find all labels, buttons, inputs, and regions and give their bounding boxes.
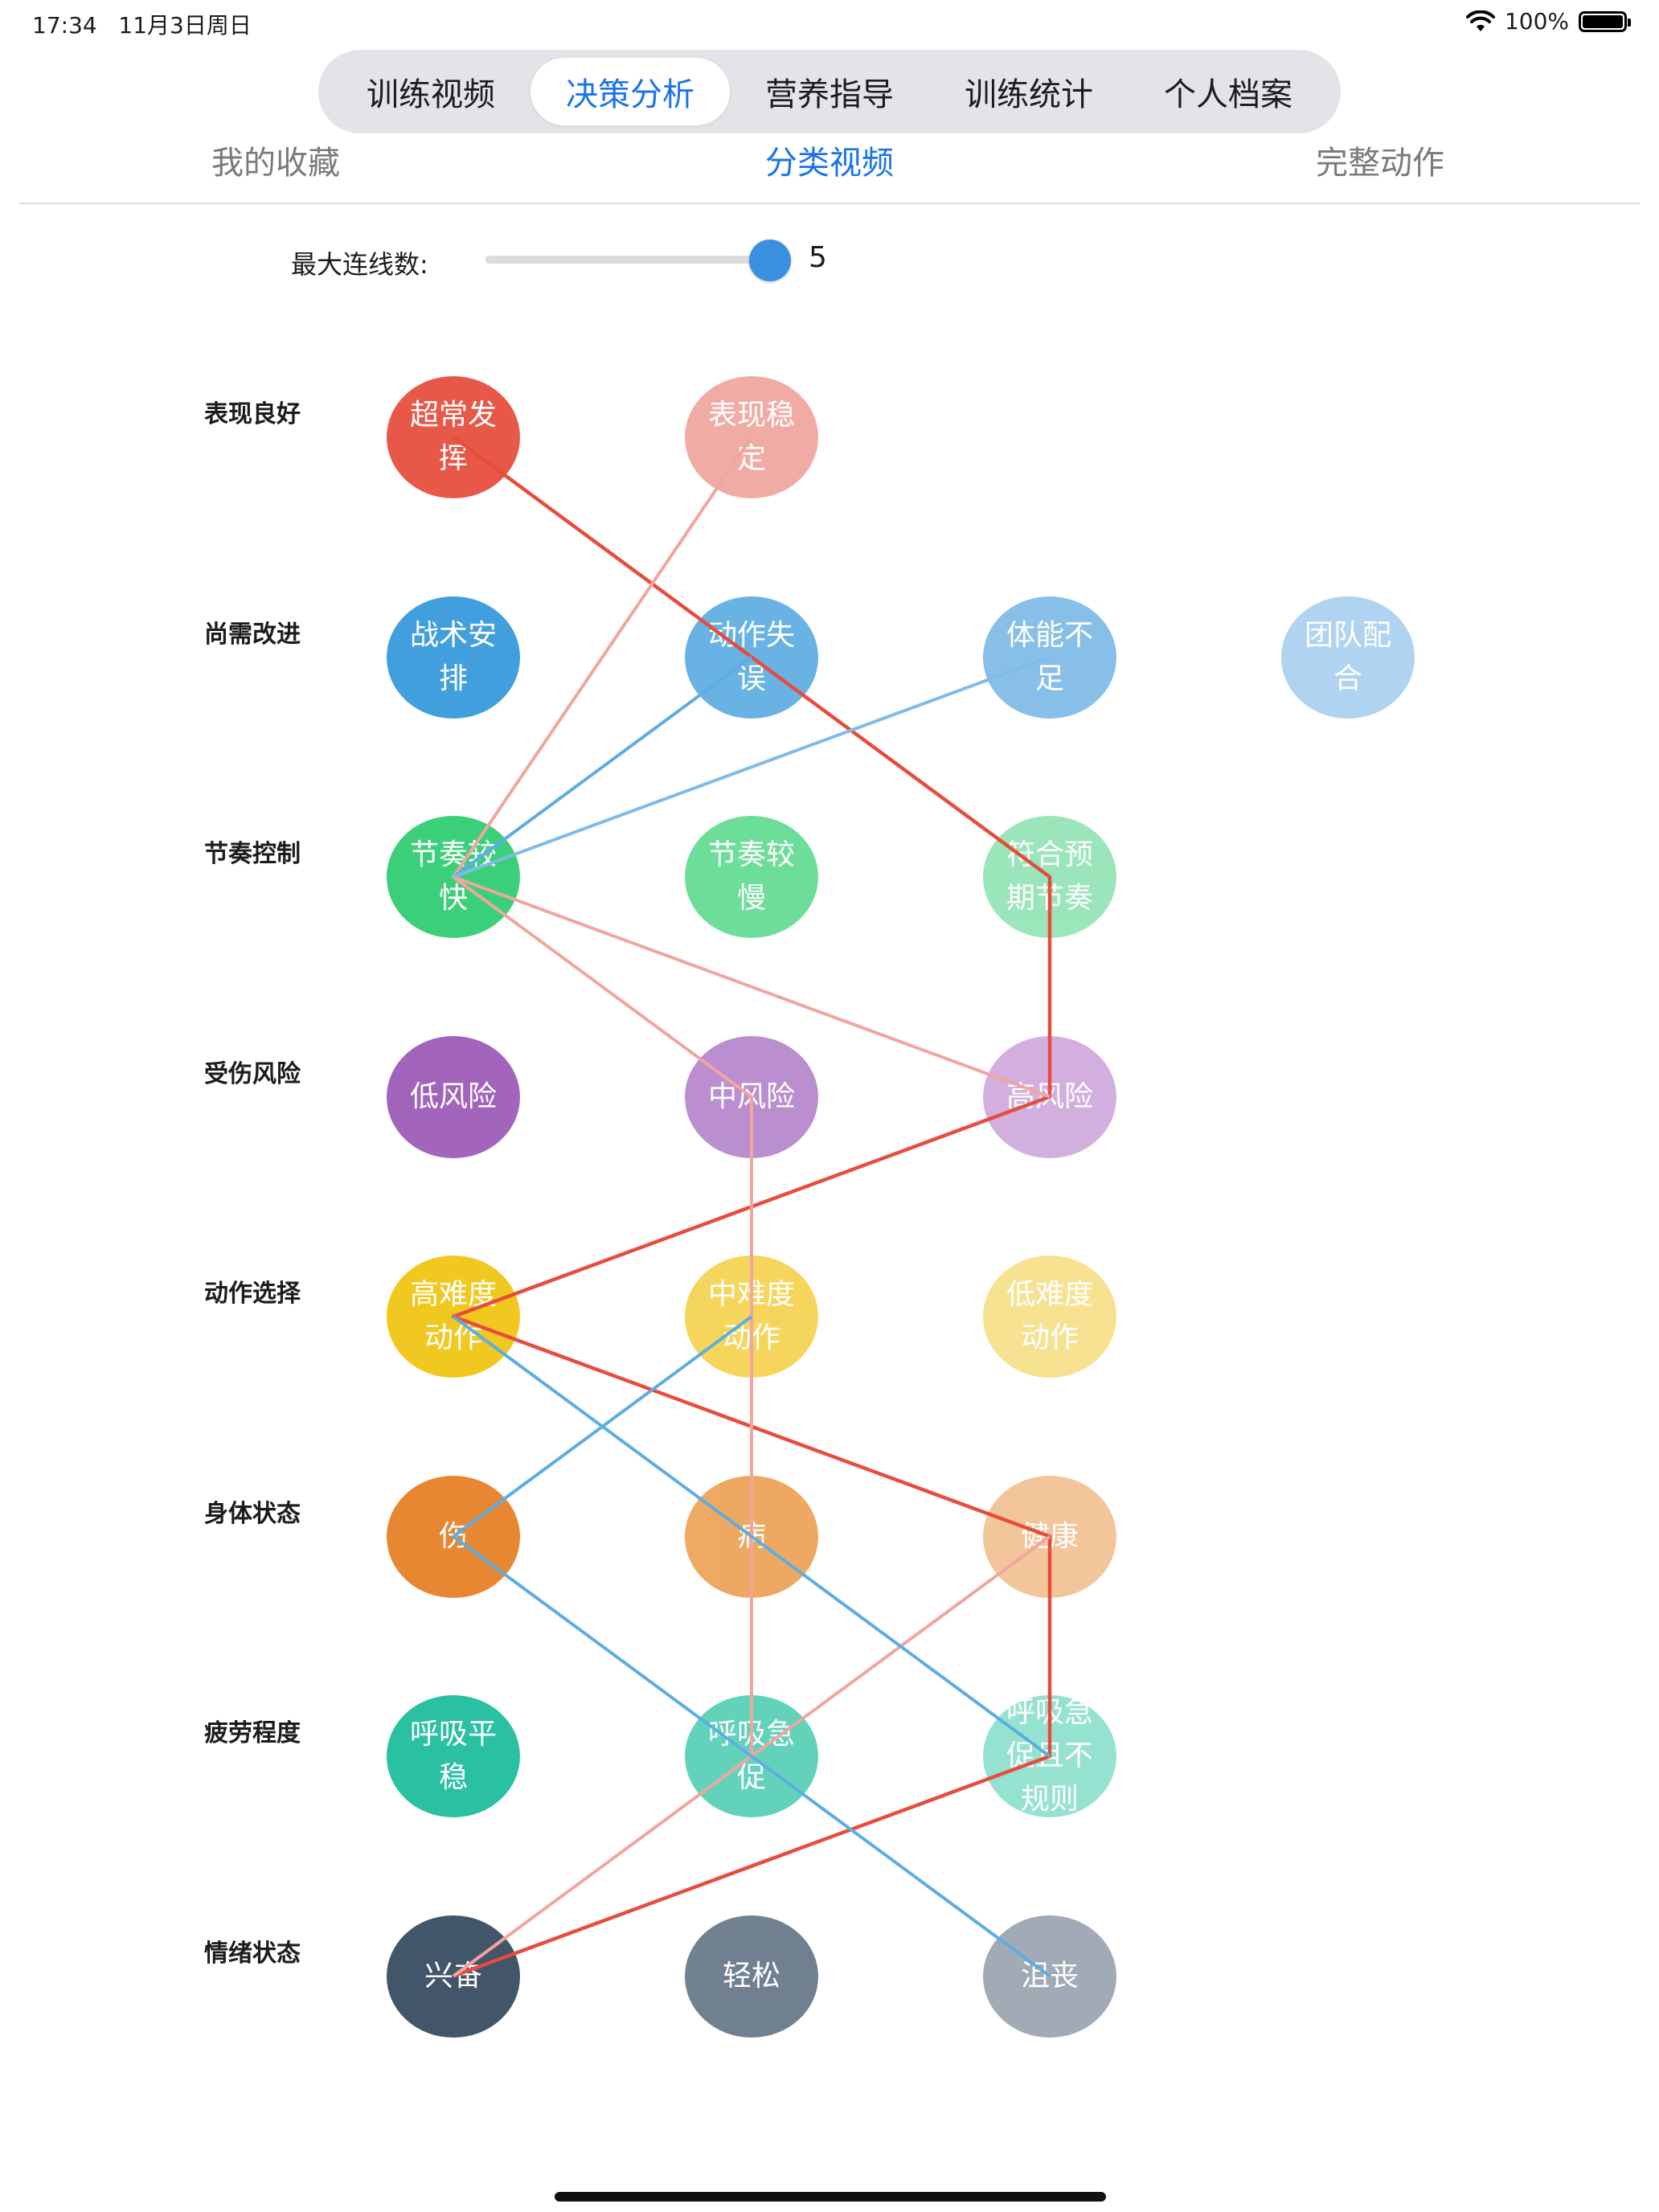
- decision-node[interactable]: 团队配合: [1281, 596, 1415, 719]
- decision-node[interactable]: 战术安排: [387, 596, 520, 719]
- decision-node[interactable]: 呼吸急促: [685, 1695, 818, 1817]
- decision-node[interactable]: 伤: [387, 1475, 520, 1598]
- row-label: 受伤风险: [204, 1059, 301, 1088]
- decision-node[interactable]: 符合预期节奏: [983, 816, 1116, 938]
- row-label: 尚需改进: [204, 620, 301, 649]
- decision-node[interactable]: 沮丧: [983, 1915, 1116, 2038]
- row-label: 节奏控制: [204, 840, 301, 868]
- decision-node[interactable]: 呼吸急促且不规则: [983, 1695, 1116, 1817]
- slider-thumb[interactable]: [749, 240, 791, 281]
- decision-node[interactable]: 超常发挥: [387, 376, 520, 498]
- status-time: 17:34 11月3日周日: [32, 12, 252, 39]
- row-label: 动作选择: [204, 1280, 301, 1308]
- decision-node[interactable]: 兴奋: [387, 1915, 520, 2038]
- decision-node[interactable]: 节奏较慢: [685, 816, 818, 938]
- decision-node[interactable]: 节奏较快: [387, 816, 520, 938]
- decision-node[interactable]: 呼吸平稳: [387, 1695, 520, 1817]
- decision-node[interactable]: 中风险: [685, 1035, 818, 1158]
- row-label: 情绪状态: [204, 1939, 301, 1968]
- decision-node[interactable]: 轻松: [685, 1915, 818, 2038]
- tab-decision-analysis[interactable]: 决策分析: [530, 58, 730, 125]
- battery-percent: 100%: [1504, 8, 1569, 35]
- decision-node[interactable]: 中难度动作: [685, 1256, 818, 1378]
- link-line: [452, 1315, 1051, 1978]
- decision-node[interactable]: 健康: [983, 1475, 1116, 1598]
- sub-tab-bar: 我的收藏 分类视频 完整动作: [0, 137, 1659, 193]
- tab-profile[interactable]: 个人档案: [1164, 76, 1292, 113]
- decision-node[interactable]: 表现稳定: [685, 376, 818, 498]
- subtab-full-actions[interactable]: 完整动作: [1316, 145, 1444, 182]
- decision-node[interactable]: 高难度动作: [387, 1256, 520, 1378]
- wifi-icon: [1465, 10, 1495, 31]
- max-links-label: 最大连线数:: [291, 249, 428, 280]
- decision-node[interactable]: 低难度动作: [983, 1256, 1116, 1378]
- max-links-slider[interactable]: [485, 256, 770, 264]
- max-links-value: 5: [809, 241, 827, 274]
- status-right: 100%: [1465, 8, 1631, 35]
- tab-training-video[interactable]: 训练视频: [367, 76, 495, 113]
- tab-training-stats[interactable]: 训练统计: [965, 76, 1093, 113]
- row-label: 身体状态: [204, 1499, 301, 1528]
- battery-icon: [1579, 10, 1631, 32]
- main-tab-bar: 训练视频 决策分析 营养指导 训练统计 个人档案: [318, 50, 1341, 133]
- row-label: 表现良好: [204, 400, 301, 428]
- decision-node[interactable]: 低风险: [387, 1035, 520, 1158]
- home-indicator: [555, 2192, 1106, 2202]
- decision-node[interactable]: 病: [685, 1475, 818, 1598]
- subtab-category-videos[interactable]: 分类视频: [765, 145, 894, 182]
- decision-node[interactable]: 高风险: [983, 1035, 1116, 1158]
- decision-node[interactable]: 动作失误: [685, 596, 818, 719]
- row-label: 疲劳程度: [204, 1719, 301, 1747]
- subtab-favorites[interactable]: 我的收藏: [211, 145, 340, 182]
- decision-node[interactable]: 体能不足: [983, 596, 1116, 719]
- tab-nutrition-guide[interactable]: 营养指导: [765, 76, 894, 113]
- divider: [19, 203, 1640, 204]
